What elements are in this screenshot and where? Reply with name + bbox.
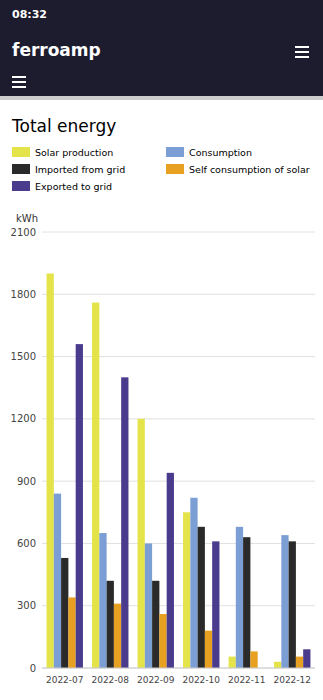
x-tick-label: 2022-12: [273, 675, 311, 685]
bar: [243, 537, 250, 668]
y-axis-label: kWh: [16, 213, 38, 224]
nav-icon: [12, 76, 26, 88]
menu-bar: [295, 56, 309, 58]
bar: [99, 533, 106, 668]
bar: [183, 512, 190, 668]
legend-swatch: [12, 147, 30, 157]
bar: [198, 527, 205, 668]
bar: [236, 527, 243, 668]
bar: [296, 657, 303, 668]
x-axis-line: [42, 668, 315, 669]
legend-swatch: [166, 164, 184, 174]
menu-bar: [295, 46, 309, 48]
legend-label: Imported from grid: [35, 164, 125, 175]
bar: [289, 541, 296, 668]
y-tick-label: 900: [17, 476, 36, 487]
bar: [145, 543, 152, 668]
legend-label: Exported to grid: [35, 181, 112, 192]
bar: [54, 494, 61, 668]
legend-swatch: [12, 181, 30, 191]
y-tick-label: 1500: [11, 351, 36, 362]
legend-swatch: [12, 164, 30, 174]
y-tick-label: 300: [17, 600, 36, 611]
bar: [274, 662, 281, 668]
legend-label: Solar production: [35, 147, 113, 158]
status-time: 08:32: [12, 8, 47, 21]
legend: Solar production Consumption Imported from…: [12, 147, 310, 192]
bar: [138, 419, 145, 668]
bar: [167, 473, 174, 668]
brand-name: ferroamp: [12, 40, 101, 60]
chart: 08:32 ferroamp Total energy Solar productio…: [0, 0, 323, 700]
x-tick-label: 2022-07: [46, 675, 84, 685]
bar: [47, 274, 54, 668]
x-tick-label: 2022-10: [182, 675, 220, 685]
bar: [250, 651, 257, 668]
x-tick-label: 2022-08: [91, 675, 129, 685]
grid-line: [42, 232, 315, 233]
header-panel: [0, 0, 323, 96]
legend-label: Self consumption of solar: [189, 164, 310, 175]
menu-bar: [12, 76, 26, 78]
bar: [190, 498, 197, 668]
bar: [281, 535, 288, 668]
bar: [114, 604, 121, 668]
x-tick-label: 2022-09: [137, 675, 175, 685]
bar: [212, 541, 219, 668]
y-tick-label: 1800: [11, 289, 36, 300]
grid-line: [42, 668, 315, 669]
bar: [205, 631, 212, 668]
bar: [76, 344, 83, 668]
menu-icon: [295, 46, 309, 58]
menu-bar: [12, 81, 26, 83]
bar: [303, 649, 310, 668]
grid: [42, 232, 315, 668]
separator: [0, 96, 323, 100]
bar: [159, 614, 166, 668]
grid-line: [42, 294, 315, 295]
legend-label: Consumption: [189, 147, 252, 158]
bar: [61, 558, 68, 668]
y-tick-label: 1200: [11, 413, 36, 424]
y-tick-label: 2100: [11, 227, 36, 238]
bar: [229, 657, 236, 668]
bar: [152, 581, 159, 668]
menu-bar: [12, 86, 26, 88]
bars: [47, 274, 311, 668]
bar: [107, 581, 114, 668]
legend-swatch: [166, 147, 184, 157]
y-tick-label: 600: [17, 538, 36, 549]
bar: [92, 303, 99, 668]
x-tick-label: 2022-11: [228, 675, 266, 685]
bar: [68, 597, 75, 668]
menu-bar: [295, 51, 309, 53]
bar: [121, 377, 128, 668]
title: Total energy: [11, 116, 116, 136]
y-tick-label: 0: [30, 663, 36, 674]
